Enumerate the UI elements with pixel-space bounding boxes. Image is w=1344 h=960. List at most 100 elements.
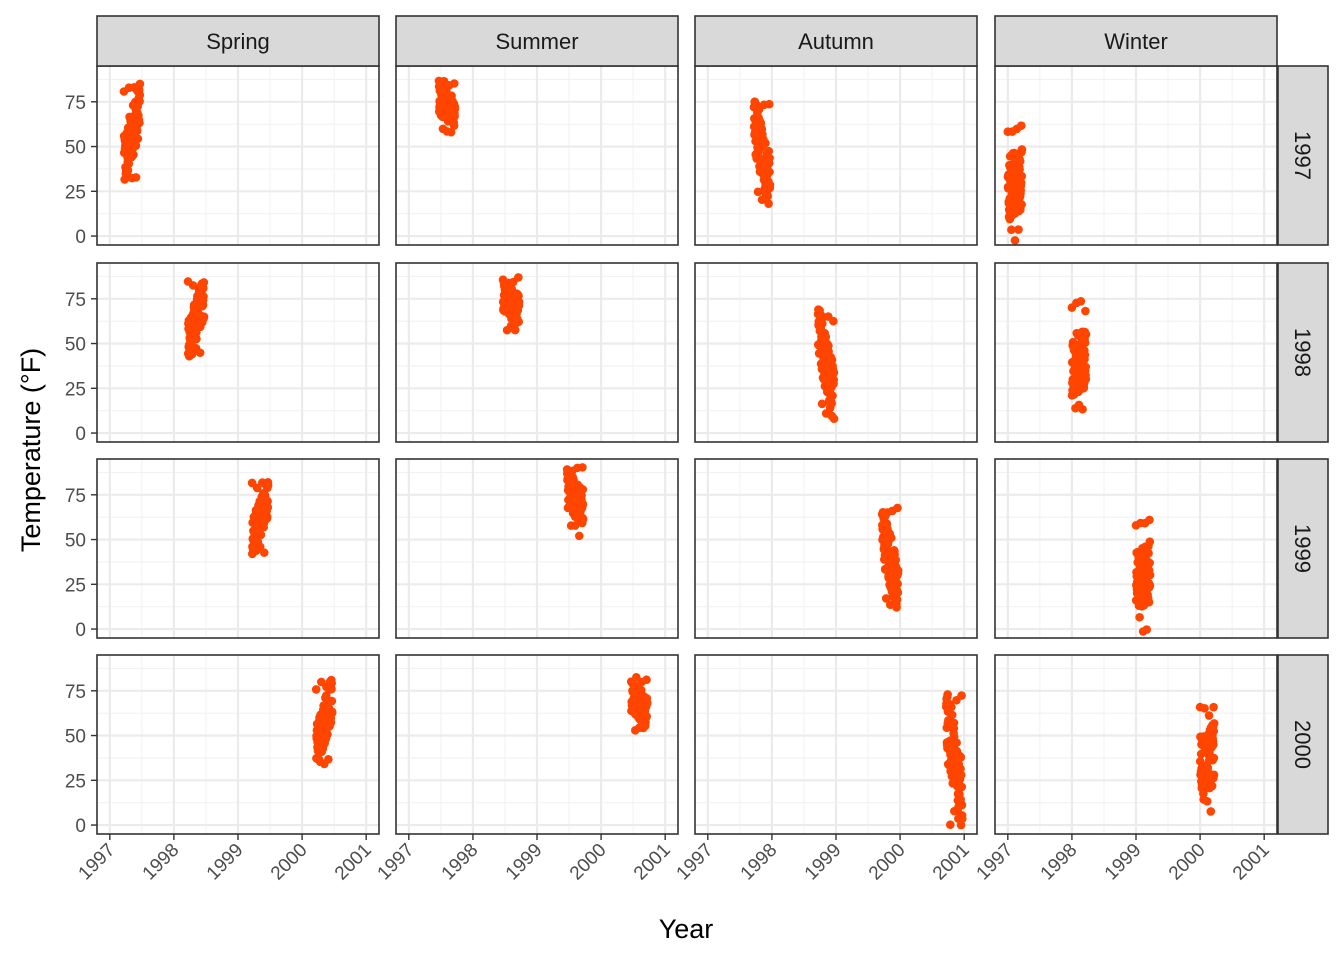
- data-point: [1081, 306, 1090, 316]
- data-point: [1145, 515, 1154, 525]
- facet-row-strip: [1277, 654, 1329, 835]
- data-point: [957, 782, 967, 792]
- data-point: [1206, 807, 1216, 816]
- data-point: [135, 118, 144, 128]
- data-point: [764, 99, 774, 109]
- data-point: [1081, 330, 1091, 339]
- data-point: [642, 675, 651, 685]
- data-point: [827, 355, 837, 365]
- x-tick-label: 1999: [1101, 840, 1146, 885]
- data-point: [957, 691, 966, 700]
- data-point: [446, 127, 456, 137]
- data-point: [892, 595, 902, 604]
- x-tick-label: 1999: [502, 840, 547, 885]
- data-point: [829, 414, 839, 424]
- data-point: [1015, 157, 1025, 166]
- data-point: [578, 500, 588, 509]
- data-point: [817, 319, 827, 328]
- data-point: [199, 312, 209, 321]
- data-point: [1209, 753, 1219, 763]
- data-point: [1145, 558, 1154, 568]
- data-point: [765, 153, 774, 163]
- x-tick-label: 1997: [374, 840, 419, 885]
- data-point: [135, 79, 145, 89]
- data-point: [514, 317, 524, 327]
- data-point: [124, 159, 134, 168]
- data-point: [327, 708, 337, 718]
- data-point: [199, 278, 209, 287]
- data-point: [1010, 236, 1020, 245]
- data-point: [131, 141, 141, 150]
- facet-row-label: 1997: [1290, 131, 1315, 180]
- panel-grids: [97, 66, 1277, 834]
- data-point: [263, 496, 272, 506]
- y-tick-label: 0: [75, 816, 86, 837]
- data-point: [1145, 580, 1155, 590]
- data-point: [1144, 548, 1153, 558]
- x-tick-label: 2000: [1165, 840, 1210, 885]
- data-point: [263, 481, 273, 490]
- y-tick-label: 25: [65, 771, 86, 792]
- x-tick-label: 2001: [929, 840, 974, 885]
- facet-column-label: Winter: [1104, 29, 1168, 54]
- data-point: [1142, 625, 1151, 634]
- y-tick-label: 25: [65, 379, 86, 400]
- data-point: [893, 566, 903, 575]
- x-tick-label: 1999: [801, 840, 846, 885]
- x-tick-label: 2000: [267, 840, 312, 885]
- x-axis-title: Year: [659, 914, 714, 944]
- data-point: [510, 325, 520, 335]
- data-point: [1145, 570, 1155, 580]
- y-axis-title: Temperature (°F): [16, 348, 46, 552]
- data-point: [956, 764, 965, 774]
- data-point: [327, 684, 336, 694]
- data-point: [263, 503, 273, 512]
- y-tick-label: 50: [65, 727, 86, 748]
- data-point: [1081, 374, 1091, 384]
- y-tick-label: 75: [65, 290, 86, 311]
- data-point: [324, 755, 333, 764]
- panel-border: [96, 458, 380, 639]
- facet-row-strip: [1277, 65, 1329, 246]
- data-point: [642, 712, 652, 721]
- data-point: [514, 273, 523, 282]
- facet-row-label: 1999: [1290, 524, 1315, 573]
- x-tick-label: 1998: [139, 840, 184, 885]
- y-tick-label: 25: [65, 182, 86, 203]
- facet-column-strip: [96, 15, 380, 67]
- data-point: [765, 167, 774, 177]
- facet-column-label: Summer: [495, 29, 578, 54]
- data-point: [764, 199, 773, 208]
- data-point: [1016, 178, 1026, 188]
- data-point: [1200, 704, 1209, 713]
- panel-border: [395, 262, 679, 443]
- data-point: [1204, 711, 1214, 720]
- data-point: [1078, 404, 1087, 414]
- data-point: [1209, 702, 1218, 712]
- data-point: [327, 678, 336, 688]
- data-point: [1076, 296, 1086, 306]
- facet-row-strip: [1277, 262, 1329, 443]
- data-point: [574, 531, 584, 541]
- data-point: [956, 770, 966, 780]
- data-point: [947, 702, 956, 712]
- y-tick-label: 0: [75, 424, 86, 445]
- data-point: [956, 752, 966, 762]
- panel-border: [395, 458, 679, 639]
- x-tick-label: 1998: [737, 840, 782, 885]
- data-point: [764, 146, 774, 156]
- data-point: [1207, 781, 1217, 791]
- y-tick-label: 25: [65, 575, 86, 596]
- data-point: [827, 399, 836, 408]
- data-point: [881, 594, 891, 603]
- data-point: [1209, 726, 1219, 736]
- y-tick-label: 75: [65, 682, 86, 703]
- data-point: [252, 483, 262, 493]
- data-point: [327, 696, 337, 706]
- data-point: [132, 126, 142, 136]
- data-point: [578, 514, 588, 524]
- data-point: [753, 187, 763, 197]
- data-point: [887, 533, 896, 543]
- data-point: [957, 800, 967, 810]
- data-point: [1016, 121, 1026, 130]
